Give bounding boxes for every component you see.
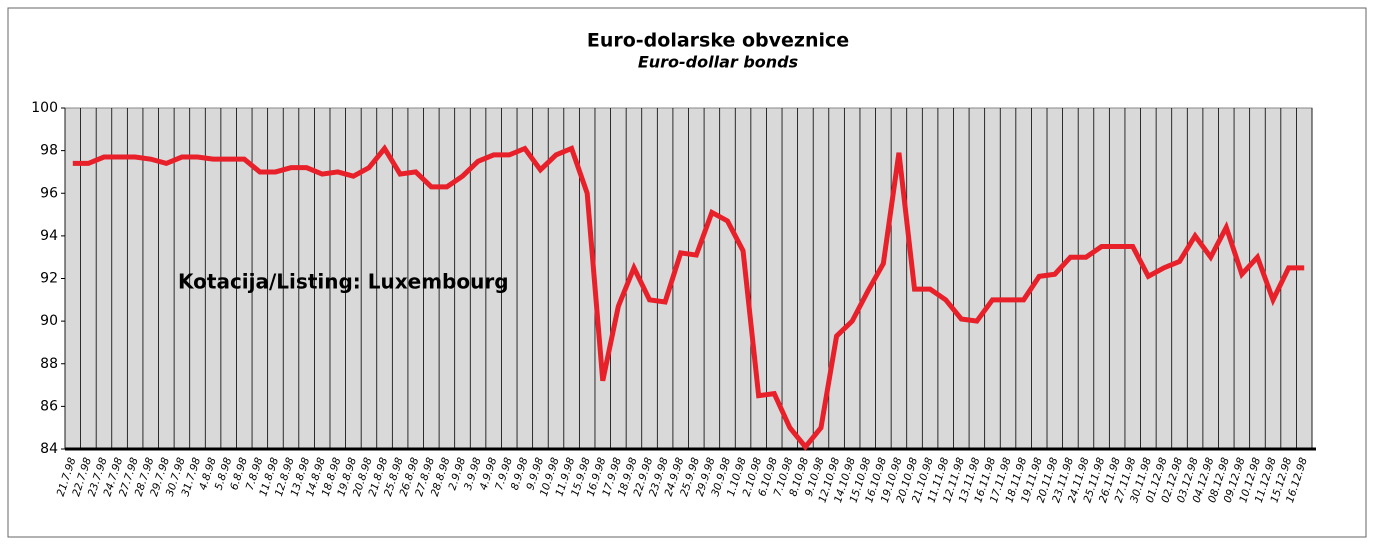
annotation: Kotacija/Listing: Luxembourg [178, 270, 509, 294]
y-tick-label: 98 [40, 143, 58, 159]
y-tick-label: 96 [40, 185, 58, 201]
data-line [72, 144, 1305, 451]
y-tick-label: 100 [31, 100, 58, 116]
y-tick-label: 94 [40, 228, 58, 244]
y-tick-label: 84 [40, 441, 58, 457]
y-tick-label: 88 [40, 356, 58, 372]
y-tick-label: 90 [40, 313, 58, 329]
chart-subtitle: Euro-dollar bonds [638, 53, 798, 72]
y-tick-label: 92 [40, 271, 58, 287]
y-tick-label: 86 [40, 398, 58, 414]
chart-title: Euro-dolarske obveznice [587, 30, 849, 52]
